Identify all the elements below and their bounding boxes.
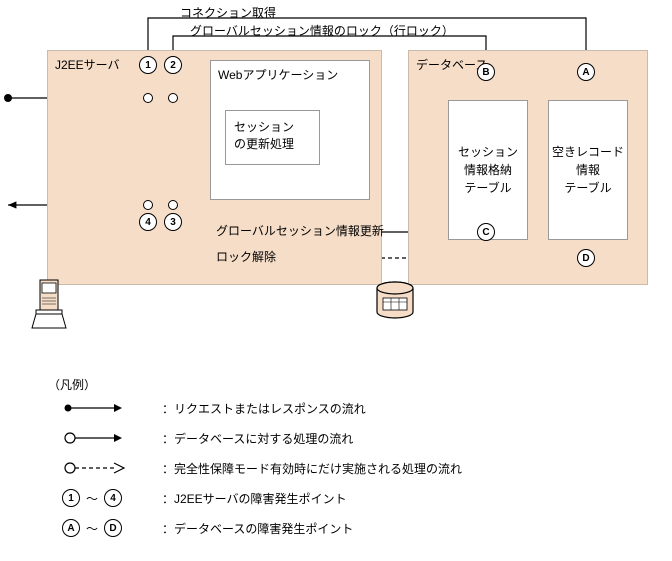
legend-j2ee-text: ：J2EEサーバの障害発生ポイント bbox=[162, 490, 347, 507]
global-update-label: グローバルセッション情報更新 bbox=[216, 222, 384, 239]
request-start-dot bbox=[4, 94, 12, 102]
marker-A: A bbox=[577, 63, 595, 81]
legend-row-db-points: A ～ D ：データベースの障害発生ポイント bbox=[62, 518, 462, 538]
session-table-box: セッション 情報格納 テーブル bbox=[448, 100, 528, 240]
marker-4: 4 bbox=[139, 213, 157, 231]
empty-record-table-box: 空きレコード 情報 テーブル bbox=[548, 100, 628, 240]
legend-row-integrity: ：完全性保障モード有効時にだけ実施される処理の流れ bbox=[62, 458, 462, 478]
database-icon bbox=[375, 280, 425, 330]
marker-B: B bbox=[477, 63, 495, 81]
lock-release-label: ロック解除 bbox=[216, 248, 276, 265]
global-lock-label: グローバルセッション情報のロック（行ロック） bbox=[190, 22, 454, 39]
connection-get-label: コネクション取得 bbox=[180, 4, 276, 21]
marker-D: D bbox=[577, 249, 595, 267]
marker-C: C bbox=[477, 223, 495, 241]
marker-3: 3 bbox=[164, 213, 182, 231]
legend-row-j2ee-points: 1 ～ 4 ：J2EEサーバの障害発生ポイント bbox=[62, 488, 462, 508]
legend-req-text: ：リクエストまたはレスポンスの流れ bbox=[162, 400, 366, 417]
port-circle bbox=[143, 200, 153, 210]
session-proc-box: セッション の更新処理 bbox=[225, 110, 320, 165]
legend-db-text: ：データベースに対する処理の流れ bbox=[162, 430, 353, 447]
legend-row-request: ：リクエストまたはレスポンスの流れ bbox=[62, 398, 462, 418]
legend-title: （凡例） bbox=[48, 376, 96, 393]
marker-1: 1 bbox=[139, 56, 157, 74]
legend-integrity-text: ：完全性保障モード有効時にだけ実施される処理の流れ bbox=[162, 460, 462, 477]
port-circle bbox=[143, 93, 153, 103]
marker-2: 2 bbox=[164, 56, 182, 74]
legend-db-points-text: ：データベースの障害発生ポイント bbox=[162, 520, 353, 537]
legend-row-db: ：データベースに対する処理の流れ bbox=[62, 428, 462, 448]
j2ee-server-label: J2EEサーバ bbox=[55, 56, 120, 73]
web-app-label: Webアプリケーション bbox=[218, 66, 338, 83]
port-circle bbox=[168, 93, 178, 103]
server-icon bbox=[30, 278, 80, 338]
port-circle bbox=[168, 200, 178, 210]
